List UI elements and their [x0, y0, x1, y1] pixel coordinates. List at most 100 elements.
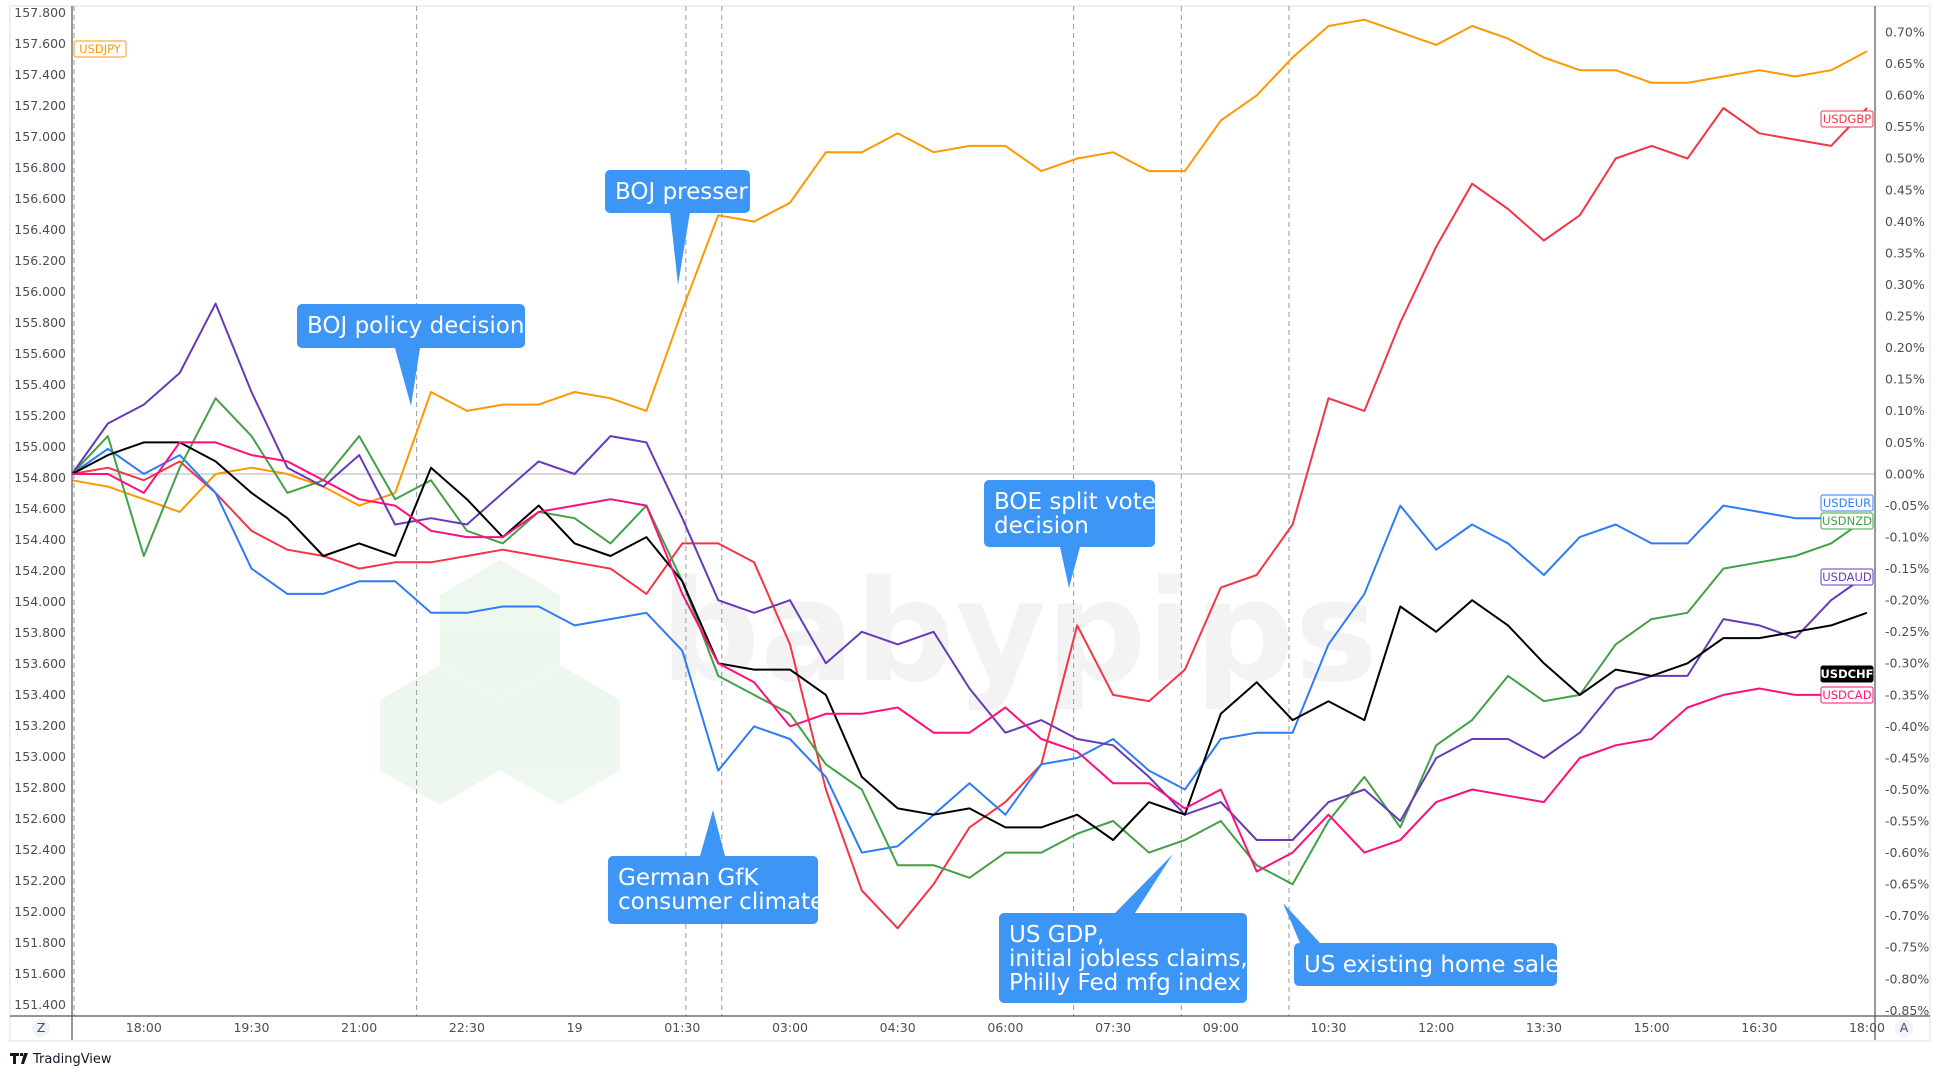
left-tick-label: 154.400 — [14, 532, 66, 547]
series-tag-label: USDNZD — [1822, 514, 1872, 528]
series-tag-usdchf: USDCHF — [1820, 665, 1874, 683]
series-line-usdeur[interactable] — [71, 447, 1867, 854]
annotation-text: decision — [994, 513, 1089, 539]
time-tick-label: 13:30 — [1526, 1020, 1562, 1035]
series-tag-label: USDAUD — [1822, 570, 1872, 584]
series-line-usdcad[interactable] — [72, 441, 1867, 873]
right-tick-label: -0.05% — [1885, 498, 1929, 513]
annotation-text: BOJ policy decision — [307, 313, 524, 339]
right-tick-label: 0.55% — [1885, 119, 1925, 134]
series-tag-usdcad: USDCAD — [1820, 686, 1874, 704]
left-tick-label: 156.200 — [14, 253, 66, 268]
timezone-button[interactable]: Z — [32, 1019, 50, 1037]
event-lines — [73, 6, 1290, 1016]
auto-scale-button[interactable]: A — [1895, 1019, 1913, 1037]
right-tick-label: 0.10% — [1885, 403, 1925, 418]
series-tags: USDJPY USDGBP USDEUR USDNZD USDAUD USDCHF USDC… — [73, 40, 1874, 704]
right-tick-label: -0.85% — [1885, 1003, 1929, 1018]
right-tick-label: 0.40% — [1885, 214, 1925, 229]
annotation-box — [984, 480, 1155, 547]
time-axis[interactable]: 18:00 19:30 21:00 22:30 19 01:30 03:00 04:30 06:… — [126, 1020, 1885, 1035]
chart-frame — [9, 5, 1931, 1042]
right-tick-label: 0.45% — [1885, 182, 1925, 197]
left-tick-label: 153.200 — [14, 718, 66, 733]
left-tick-label: 153.600 — [14, 656, 66, 671]
left-tick-label: 153.000 — [14, 749, 66, 764]
left-tick-label: 157.000 — [14, 129, 66, 144]
left-tick-label: 152.400 — [14, 842, 66, 857]
series-line-usdchf[interactable] — [71, 441, 1868, 841]
time-tick-label: 06:00 — [987, 1020, 1023, 1035]
left-tick-label: 157.200 — [14, 98, 66, 113]
annotation-box — [605, 170, 750, 213]
time-tick-label: 19:30 — [233, 1020, 269, 1035]
time-tick-label: 22:30 — [449, 1020, 485, 1035]
right-tick-label: -0.40% — [1885, 719, 1929, 734]
tradingview-logo-icon — [10, 1053, 28, 1064]
time-tick-label: 18:00 — [1849, 1020, 1885, 1035]
time-tick-label: 12:00 — [1418, 1020, 1454, 1035]
time-tick-label: 16:30 — [1741, 1020, 1777, 1035]
right-tick-label: -0.35% — [1885, 687, 1929, 702]
annotation-us-home-sales: US existing home sales — [1283, 903, 1572, 986]
right-tick-label: 0.35% — [1885, 245, 1925, 260]
annotation-text: US GDP, — [1009, 922, 1104, 948]
annotation-boj-presser: BOJ presser — [605, 170, 750, 285]
left-tick-label: 154.800 — [14, 470, 66, 485]
annotation-pointer — [700, 810, 725, 856]
annotation-box — [608, 856, 818, 924]
annotation-text: BOE split vote — [994, 489, 1156, 515]
series-line-usdgbp[interactable] — [71, 107, 1868, 930]
watermark-text: babypips — [660, 551, 1378, 714]
series-tag-usdaud: USDAUD — [1820, 568, 1874, 586]
left-tick-label: 154.000 — [14, 594, 66, 609]
time-tick-label: 04:30 — [880, 1020, 916, 1035]
left-price-axis[interactable]: 157.800 157.600 157.400 157.200 157.000 156.8… — [14, 5, 66, 1012]
left-tick-label: 155.600 — [14, 346, 66, 361]
series-tag-label: USDGBP — [1823, 112, 1871, 126]
left-tick-label: 151.400 — [14, 997, 66, 1012]
left-tick-label: 152.800 — [14, 780, 66, 795]
time-tick-label: 21:00 — [341, 1020, 377, 1035]
right-tick-label: -0.30% — [1885, 656, 1929, 671]
time-tick-label: 18:00 — [126, 1020, 162, 1035]
left-tick-label: 157.800 — [14, 5, 66, 20]
time-tick-label: 01:30 — [664, 1020, 700, 1035]
right-tick-label: -0.70% — [1885, 908, 1929, 923]
annotation-pointer — [1060, 547, 1080, 588]
time-tick-label: 09:00 — [1203, 1020, 1239, 1035]
right-tick-label: -0.55% — [1885, 814, 1929, 829]
annotation-text: US existing home sales — [1304, 952, 1572, 978]
series-tag-usdjpy: USDJPY — [73, 40, 127, 58]
series-line-usdaud[interactable] — [71, 302, 1868, 841]
left-tick-label: 152.600 — [14, 811, 66, 826]
right-tick-label: -0.80% — [1885, 971, 1929, 986]
right-tick-label: -0.65% — [1885, 877, 1929, 892]
series-tag-label: USDEUR — [1823, 496, 1871, 510]
tradingview-logo[interactable]: TradingView — [10, 1052, 112, 1067]
annotation-text: initial jobless claims, — [1009, 946, 1248, 972]
left-tick-label: 156.000 — [14, 284, 66, 299]
left-tick-label: 153.800 — [14, 625, 66, 640]
annotation-text: Philly Fed mfg index — [1009, 970, 1241, 996]
left-tick-label: 151.600 — [14, 966, 66, 981]
right-tick-label: 0.15% — [1885, 372, 1925, 387]
series-tag-usdeur: USDEUR — [1820, 494, 1874, 512]
left-tick-label: 155.400 — [14, 377, 66, 392]
left-tick-label: 151.800 — [14, 935, 66, 950]
right-tick-label: 0.60% — [1885, 88, 1925, 103]
annotations: BOJ policy decision BOJ presser BOE split … — [297, 170, 1572, 1003]
annotation-box — [999, 913, 1247, 1003]
right-percent-axis[interactable]: 0.70% 0.65% 0.60% 0.55% 0.50% 0.45% 0.40% 0.35%… — [1885, 25, 1929, 1018]
annotation-pointer — [395, 348, 420, 406]
right-tick-label: 0.20% — [1885, 340, 1925, 355]
annotation-pointer — [670, 212, 690, 285]
right-tick-label: -0.15% — [1885, 561, 1929, 576]
series-tag-usdnzd: USDNZD — [1820, 512, 1874, 530]
series-line-usdnzd[interactable] — [71, 397, 1868, 886]
left-tick-label: 156.800 — [14, 160, 66, 175]
right-tick-label: -0.20% — [1885, 593, 1929, 608]
annotation-pointer — [1283, 903, 1320, 943]
series-lines — [71, 18, 1868, 930]
